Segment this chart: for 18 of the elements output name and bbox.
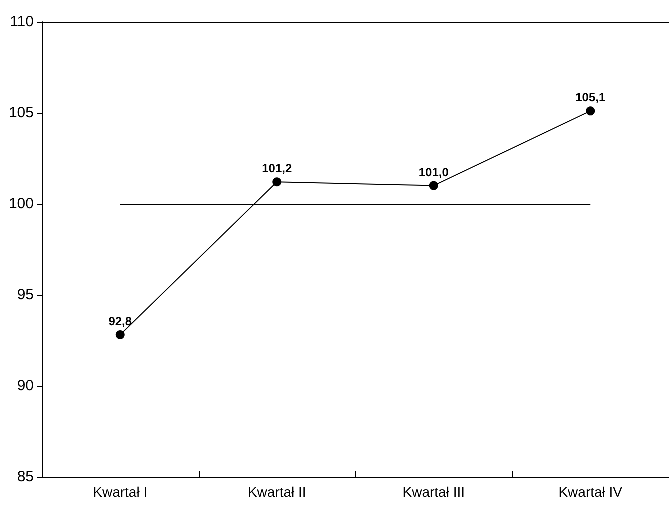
data-label: 92,8 bbox=[108, 314, 132, 329]
point bbox=[586, 106, 596, 116]
x-tick-label: Kwartał III bbox=[402, 484, 465, 500]
y-tick-label: 100 bbox=[8, 196, 34, 212]
point bbox=[116, 330, 125, 340]
x-tick-label: Kwartał IV bbox=[558, 484, 624, 500]
y-tick-label: 85 bbox=[17, 468, 34, 486]
y-tick-label: 90 bbox=[17, 378, 34, 394]
y-tick-label: 110 bbox=[10, 14, 34, 30]
point bbox=[272, 178, 282, 187]
data-label: 105,1 bbox=[576, 90, 606, 105]
y-tick-label: 95 bbox=[17, 286, 34, 304]
x-tick-label: Kwartał I bbox=[93, 484, 148, 500]
data-label: 101,2 bbox=[262, 162, 292, 176]
point bbox=[429, 181, 438, 190]
data-label: 101,0 bbox=[418, 165, 450, 180]
y-tick-label: 105 bbox=[8, 104, 34, 122]
x-tick-label: Kwartał II bbox=[248, 484, 306, 500]
